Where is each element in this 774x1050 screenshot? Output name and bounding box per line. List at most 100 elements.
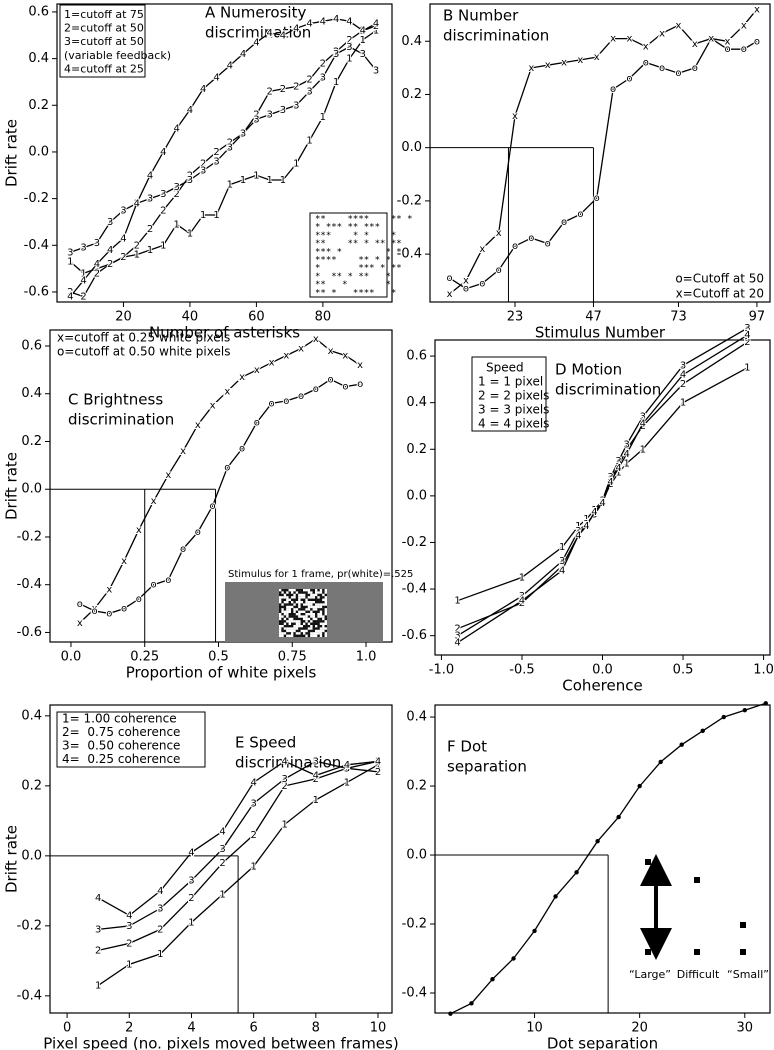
point-marker: x xyxy=(561,58,567,69)
point-marker: 3 xyxy=(320,72,326,83)
point-marker: x xyxy=(106,584,112,595)
noise-pixel xyxy=(281,622,284,625)
point-marker: 3 xyxy=(126,921,132,932)
noise-pixel xyxy=(295,598,299,601)
noise-pixel xyxy=(293,591,296,594)
noise-pixel xyxy=(283,603,287,606)
noise-pixel xyxy=(324,610,327,613)
point-marker: x xyxy=(545,60,551,71)
series-line xyxy=(79,378,361,615)
noise-pixel xyxy=(300,617,303,621)
noise-pixel xyxy=(291,589,294,592)
inset-text: * *** ** *** xyxy=(315,223,380,233)
noise-pixel xyxy=(300,610,303,613)
noise-pixel xyxy=(312,605,315,609)
noise-pixel xyxy=(305,596,308,599)
point-marker: 4 xyxy=(67,292,73,303)
noise-pixel xyxy=(319,632,323,635)
noise-pixel xyxy=(286,605,289,609)
noise-pixel xyxy=(281,617,284,621)
noise-pixel xyxy=(303,598,306,601)
noise-pixel xyxy=(291,632,294,635)
point-marker: 4 xyxy=(120,233,126,244)
x-axis-label: Number of asterisks xyxy=(149,324,300,342)
noise-pixel xyxy=(317,591,320,594)
noise-pixel xyxy=(322,598,325,601)
noise-pixel xyxy=(281,589,284,592)
noise-pixel xyxy=(281,620,284,623)
point-marker: 1 xyxy=(320,112,326,123)
point-marker: o xyxy=(91,606,97,617)
noise-pixel xyxy=(315,605,318,609)
noise-pixel xyxy=(315,625,318,628)
noise-pixel xyxy=(307,603,311,606)
noise-pixel xyxy=(300,625,303,628)
noise-pixel xyxy=(310,634,313,637)
point-marker: x xyxy=(741,20,747,31)
noise-pixel xyxy=(319,603,323,606)
noise-pixel xyxy=(295,629,299,633)
noise-pixel xyxy=(322,605,325,609)
noise-pixel xyxy=(315,632,318,635)
noise-pixel xyxy=(312,615,315,618)
legend-entry: 2=cutoff at 50 xyxy=(64,22,144,35)
x-tick-label: 10 xyxy=(370,1021,387,1036)
point-marker: 1 xyxy=(173,219,179,230)
point-marker: 3 xyxy=(280,105,286,116)
legend-entry: x=Cutoff at 20 xyxy=(676,287,764,301)
noise-pixel xyxy=(303,627,306,630)
noise-pixel xyxy=(288,603,291,606)
noise-pixel xyxy=(300,608,303,611)
y-axis-label: Drift rate xyxy=(3,452,21,520)
point-marker: 1 xyxy=(126,959,132,970)
point-marker: 3 xyxy=(615,456,621,467)
point-marker: 4 xyxy=(640,419,646,430)
point-marker: 4 xyxy=(615,463,621,474)
point-marker: 4 xyxy=(519,596,525,607)
point-marker: 3 xyxy=(250,798,256,809)
inset-text: **** ** * * xyxy=(315,256,391,266)
noise-pixel xyxy=(303,593,306,597)
point-marker: x xyxy=(328,346,334,357)
noise-pixel xyxy=(324,632,327,635)
panel-title: A Numerosity xyxy=(205,4,306,22)
noise-pixel xyxy=(295,622,299,625)
point xyxy=(553,894,558,899)
noise-pixel xyxy=(303,617,306,621)
point-marker: 2 xyxy=(623,444,629,455)
plot-frame xyxy=(429,3,771,303)
point-marker: 2 xyxy=(744,337,750,348)
point-marker: 4 xyxy=(157,886,163,897)
noise-pixel xyxy=(279,629,282,633)
point-marker: 2 xyxy=(333,47,339,58)
noise-pixel xyxy=(279,598,282,601)
series-line xyxy=(97,764,379,986)
noise-pixel xyxy=(315,591,318,594)
noise-pixel xyxy=(283,625,287,628)
point-marker: 2 xyxy=(188,893,194,904)
noise-pixel xyxy=(281,601,284,604)
point-marker: 2 xyxy=(320,58,326,69)
point xyxy=(700,728,705,734)
point-marker: 2 xyxy=(120,252,126,263)
point-marker: o xyxy=(239,444,245,455)
legend-box xyxy=(471,356,547,432)
noise-pixel xyxy=(286,603,289,606)
noise-pixel xyxy=(293,601,296,604)
legend-entry: 4 = 4 pixels xyxy=(478,417,549,431)
noise-pixel xyxy=(279,634,282,637)
point-marker: 4 xyxy=(607,477,613,488)
noise-pixel xyxy=(317,601,320,604)
noise-pixel xyxy=(283,632,287,635)
noise-pixel xyxy=(310,603,313,606)
noise-pixel xyxy=(312,627,315,630)
noise-pixel xyxy=(315,608,318,611)
point-marker: o xyxy=(675,68,681,79)
point-marker: 3 xyxy=(282,774,288,785)
point-marker: 4 xyxy=(160,147,166,158)
noise-pixel xyxy=(288,632,291,635)
legend-entry: 1=cutoff at 75 xyxy=(64,8,144,21)
noise-pixel xyxy=(286,610,289,613)
noise-pixel xyxy=(279,591,282,594)
noise-pixel xyxy=(324,589,327,592)
